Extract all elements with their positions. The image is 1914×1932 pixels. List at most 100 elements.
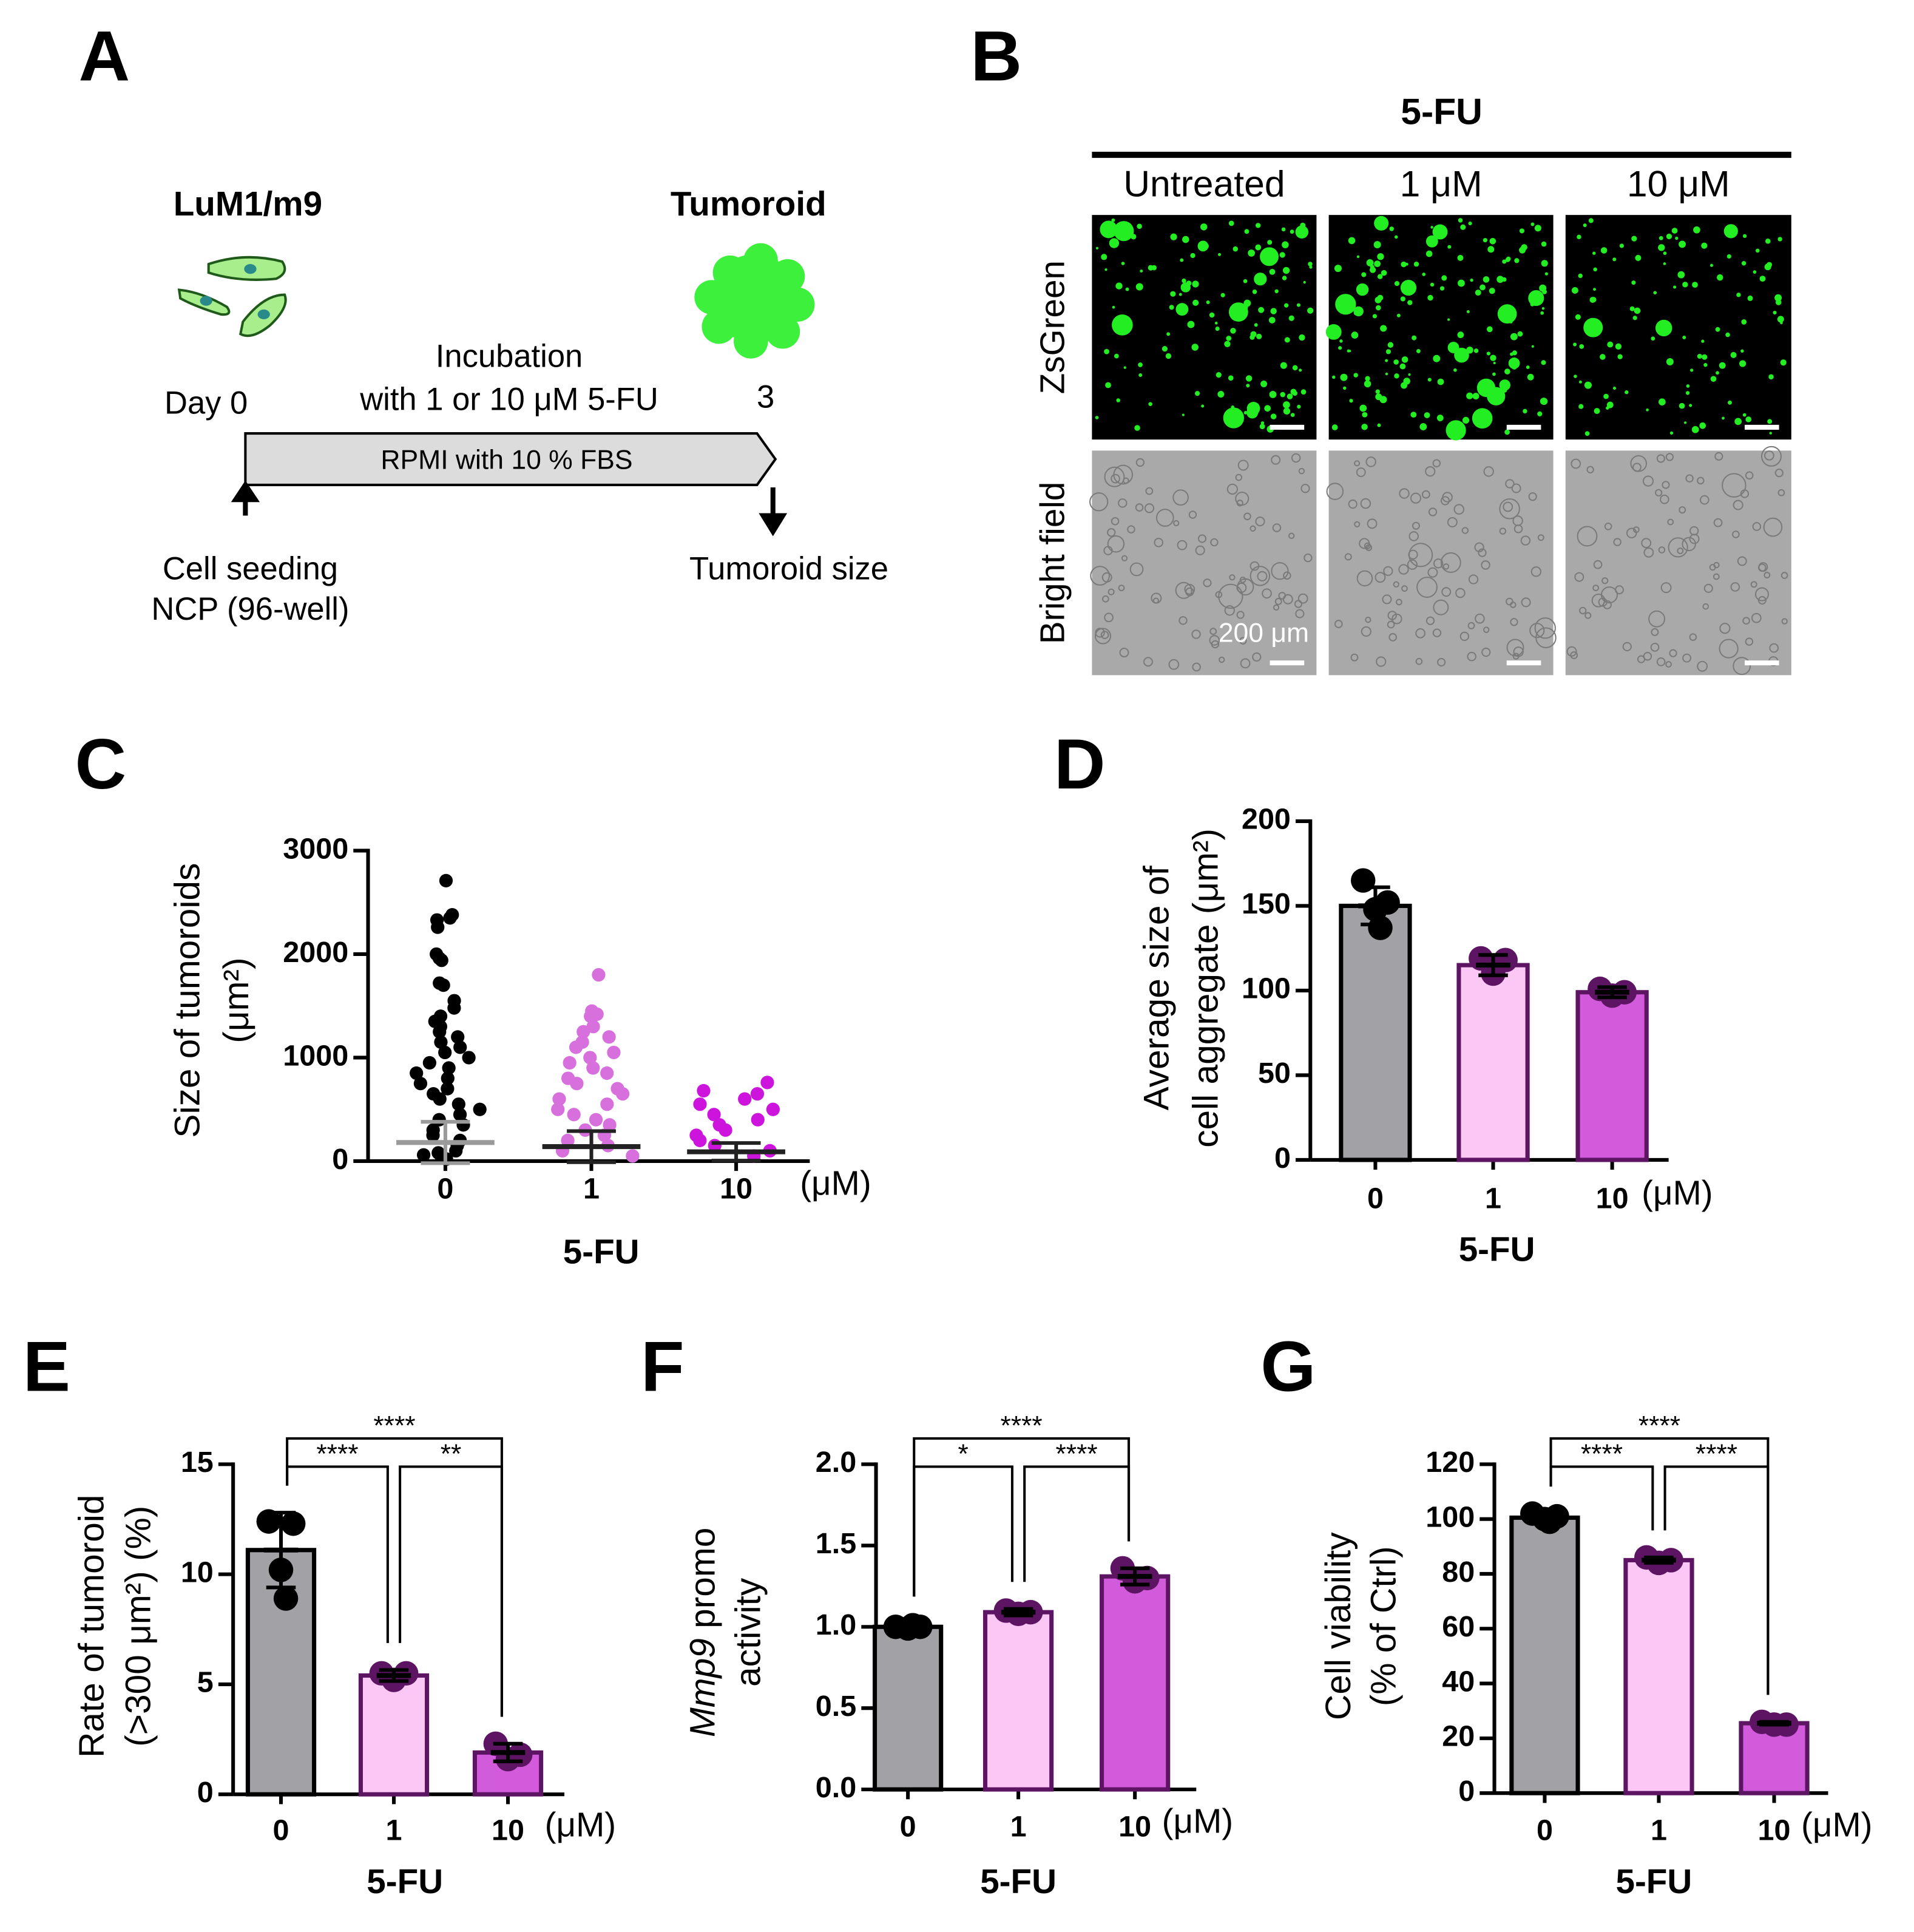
green-spot <box>1759 276 1766 282</box>
cell-outline <box>1459 631 1470 642</box>
green-spot <box>1165 353 1172 359</box>
green-spot <box>1774 294 1782 302</box>
green-spot <box>1309 265 1313 269</box>
green-spot <box>1454 347 1469 363</box>
panel-label: A <box>79 16 130 95</box>
green-spot <box>1246 384 1250 388</box>
green-spot <box>1437 378 1444 385</box>
cell-outline <box>1121 555 1128 561</box>
cell-outline <box>1398 564 1409 575</box>
green-spot <box>1246 376 1250 379</box>
data-point <box>570 1076 584 1091</box>
green-spot <box>1182 413 1185 416</box>
cell-outline <box>1733 500 1743 510</box>
data-point <box>426 1128 440 1142</box>
green-spot <box>1283 303 1289 308</box>
cell-outline <box>1387 620 1395 629</box>
green-spot <box>1593 288 1596 291</box>
green-spot <box>1178 293 1182 296</box>
y-tick-label: 0 <box>197 1776 214 1809</box>
green-spot <box>1523 408 1527 414</box>
green-spot <box>1400 296 1405 302</box>
green-spot <box>1335 294 1356 315</box>
green-spot <box>1255 244 1262 251</box>
significance-bracket <box>1549 1437 1770 1695</box>
green-spot <box>1615 343 1622 350</box>
x-tick-label: 10 <box>492 1814 524 1847</box>
data-point <box>273 1586 299 1611</box>
green-spot <box>1728 400 1732 405</box>
cell-outline <box>1095 628 1105 638</box>
cell-outline <box>1697 660 1708 672</box>
green-spot <box>1540 398 1547 405</box>
green-spot <box>1584 381 1592 389</box>
data-point <box>433 1025 447 1039</box>
row-label: Bright field <box>1033 482 1072 644</box>
y-tick-label: 1.0 <box>816 1608 856 1641</box>
data-point <box>453 1040 467 1054</box>
cell-outline <box>1509 602 1517 608</box>
green-spot <box>1331 424 1338 430</box>
green-spot <box>1148 265 1154 271</box>
cell-outline <box>1442 492 1453 503</box>
medium-label: RPMI with 10 % FBS <box>380 445 632 475</box>
green-spot <box>1339 339 1343 343</box>
green-spot <box>1375 389 1380 394</box>
y-tick-label: 1.5 <box>816 1527 856 1560</box>
x-tick-label: 10 <box>1758 1814 1791 1847</box>
green-spot <box>1780 359 1787 366</box>
green-spot <box>1268 317 1276 324</box>
cell-outline <box>1432 459 1441 467</box>
cell-outline <box>1393 581 1399 588</box>
green-spot <box>1723 224 1738 239</box>
cell-outline <box>1257 571 1268 581</box>
cell-outline <box>1677 547 1684 555</box>
green-spot <box>1466 392 1473 399</box>
data-point <box>416 1148 431 1162</box>
green-spot <box>1682 336 1686 339</box>
green-spot <box>1362 412 1368 418</box>
green-spot <box>1377 294 1384 301</box>
cell-outline <box>1354 521 1361 527</box>
green-spot <box>1400 279 1417 296</box>
green-spot <box>1541 307 1545 310</box>
green-spot <box>1389 226 1394 231</box>
cell-outline <box>1719 623 1731 634</box>
y-axis-label: (>300 μm²) (%) <box>119 1506 158 1747</box>
x-tick-label: 1 <box>386 1814 402 1847</box>
green-spot <box>1270 413 1277 419</box>
green-spot <box>1425 250 1433 257</box>
green-spot <box>1603 393 1609 399</box>
green-spot <box>1473 348 1479 353</box>
data-point <box>410 1066 424 1080</box>
y-tick-label: 100 <box>1242 972 1291 1005</box>
cell-outline <box>1107 528 1116 537</box>
cell-outline <box>1719 639 1739 659</box>
green-spot <box>1138 362 1143 367</box>
green-spot <box>1767 262 1773 268</box>
cell-outline <box>1689 633 1697 641</box>
data-point <box>589 1113 603 1127</box>
data-point <box>567 1108 581 1122</box>
cell-outline <box>1733 657 1751 676</box>
cell-outline <box>1425 616 1435 625</box>
cell-outline <box>1334 620 1343 628</box>
scale-bar-label: 200 μm <box>1219 618 1309 648</box>
cell-outline <box>1593 560 1603 569</box>
green-spot <box>1578 380 1582 384</box>
green-spot <box>1356 255 1360 259</box>
green-spot <box>1427 378 1432 382</box>
bar <box>1575 990 1649 1162</box>
cell-outline <box>1689 526 1699 536</box>
green-spot <box>1742 234 1747 238</box>
x-tick-label: 1 <box>1485 1182 1501 1215</box>
green-spot <box>1170 291 1176 297</box>
cell-outline <box>1586 466 1594 473</box>
cell-outline <box>1503 501 1513 512</box>
green-spot <box>1715 327 1720 332</box>
green-spot <box>1191 344 1199 351</box>
green-spot <box>1519 228 1524 234</box>
green-spot <box>1730 351 1737 358</box>
cell-outline <box>1481 647 1491 657</box>
data-point <box>280 1511 306 1536</box>
